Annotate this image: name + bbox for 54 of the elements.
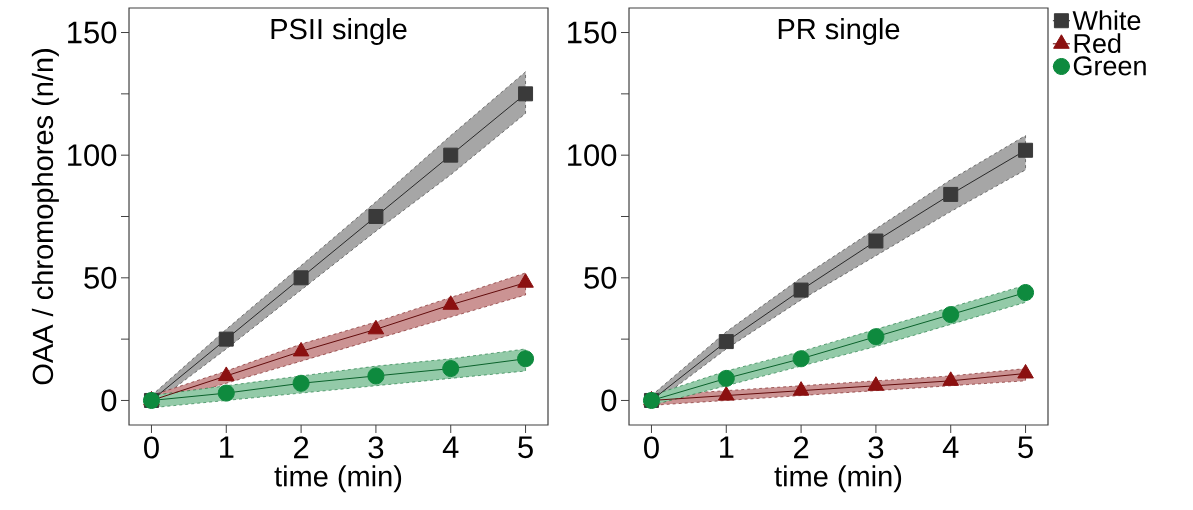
x-tick-label: 3 (868, 436, 884, 459)
y-tick-label: 50 (584, 266, 617, 289)
point (943, 186, 959, 202)
point (518, 86, 534, 102)
x-tick-label: 2 (794, 436, 809, 459)
y-tick-label: 150 (68, 21, 117, 44)
point (793, 282, 809, 298)
chart-title: PR single (778, 18, 900, 46)
point (942, 306, 960, 324)
x-tick-label: 2 (294, 436, 309, 459)
x-tick-label: 1 (720, 436, 734, 458)
y-tick-label: 0 (101, 389, 117, 412)
x-tick-label: 4 (942, 436, 959, 458)
point (1018, 142, 1034, 158)
point (217, 384, 235, 402)
x-tick-label: 4 (442, 436, 459, 458)
x-axis-title: time (min) (274, 465, 402, 493)
point (942, 371, 960, 386)
point (717, 386, 735, 401)
chart-title: PSII single (271, 18, 407, 46)
point (367, 367, 385, 385)
point (867, 328, 885, 346)
y-tick-label: 150 (568, 21, 617, 44)
x-tick-label: 3 (368, 436, 384, 459)
point (292, 374, 310, 392)
point (517, 350, 535, 368)
point (717, 369, 735, 387)
x-axis-title: time (min) (774, 465, 902, 493)
point (792, 350, 810, 368)
point (867, 376, 885, 391)
y-tick-label: 50 (84, 266, 117, 289)
point (442, 360, 460, 378)
x-tick-label: 5 (1018, 436, 1033, 459)
x-tick-label: 0 (144, 436, 159, 459)
y-tick-label: 0 (601, 389, 617, 412)
point (718, 334, 734, 350)
x-tick-label: 5 (518, 436, 533, 459)
point (218, 331, 234, 347)
point (1017, 363, 1034, 379)
y-tick-label: 100 (568, 144, 617, 167)
y-tick-label: 100 (68, 144, 117, 167)
y-axis-title: OAA / chromophores (n/n) (31, 49, 59, 385)
point (368, 208, 384, 224)
point (792, 381, 810, 396)
legend-label: Green (1073, 56, 1146, 76)
x-tick-label: 1 (220, 436, 234, 458)
point (443, 147, 459, 163)
legend-label: White (1072, 10, 1141, 31)
point (1017, 284, 1035, 302)
point (868, 233, 884, 249)
legend-label: Red (1074, 33, 1121, 54)
x-tick-label: 0 (644, 436, 659, 459)
point (517, 273, 534, 288)
point (293, 270, 309, 286)
